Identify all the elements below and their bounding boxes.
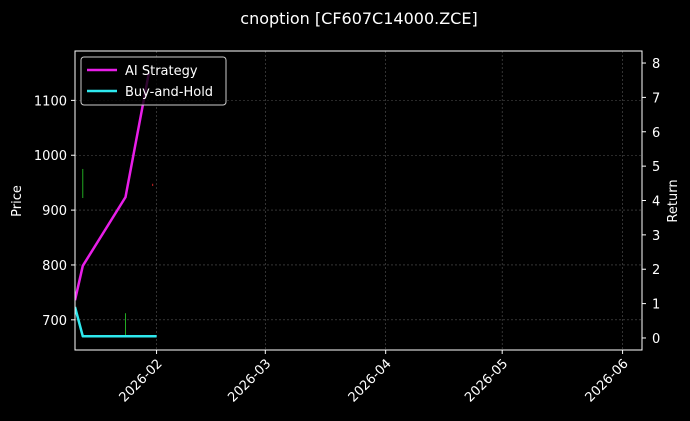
grid xyxy=(75,51,642,350)
y2-tick-label: 3 xyxy=(652,229,660,244)
y2-tick-label: 5 xyxy=(652,160,660,175)
y-axis-left: 700 800 900 1000 1100 xyxy=(34,94,75,329)
y-tick-label: 900 xyxy=(42,204,67,219)
legend: AI Strategy Buy-and-Hold xyxy=(80,56,227,106)
price-marks xyxy=(82,168,154,336)
legend-label: AI Strategy xyxy=(125,64,198,79)
legend-label: Buy-and-Hold xyxy=(125,85,213,100)
y2-tick-label: 0 xyxy=(652,332,660,347)
y2-tick-label: 6 xyxy=(652,126,660,141)
chart-title: cnoption [CF607C14000.ZCE] xyxy=(240,9,477,28)
series-lines xyxy=(75,73,157,338)
y2-axis-label: Return xyxy=(666,179,681,222)
series-line-ai-strategy xyxy=(75,73,151,301)
y-tick-label: 800 xyxy=(42,259,67,274)
series-line-buy-and-hold xyxy=(75,306,157,338)
y-axis-label: Price xyxy=(10,185,25,217)
y2-tick-label: 7 xyxy=(652,91,660,106)
legend-box xyxy=(80,56,227,106)
y2-tick-label: 4 xyxy=(652,195,660,210)
y2-tick-label: 2 xyxy=(652,263,660,278)
y-tick-label: 700 xyxy=(42,314,67,329)
y-axis-right: 0 1 2 3 4 5 6 7 8 xyxy=(642,57,660,347)
y-tick-label: 1100 xyxy=(34,94,67,109)
y-tick-label: 1000 xyxy=(34,149,67,164)
y2-tick-label: 8 xyxy=(652,57,660,72)
y2-tick-label: 1 xyxy=(652,298,660,313)
